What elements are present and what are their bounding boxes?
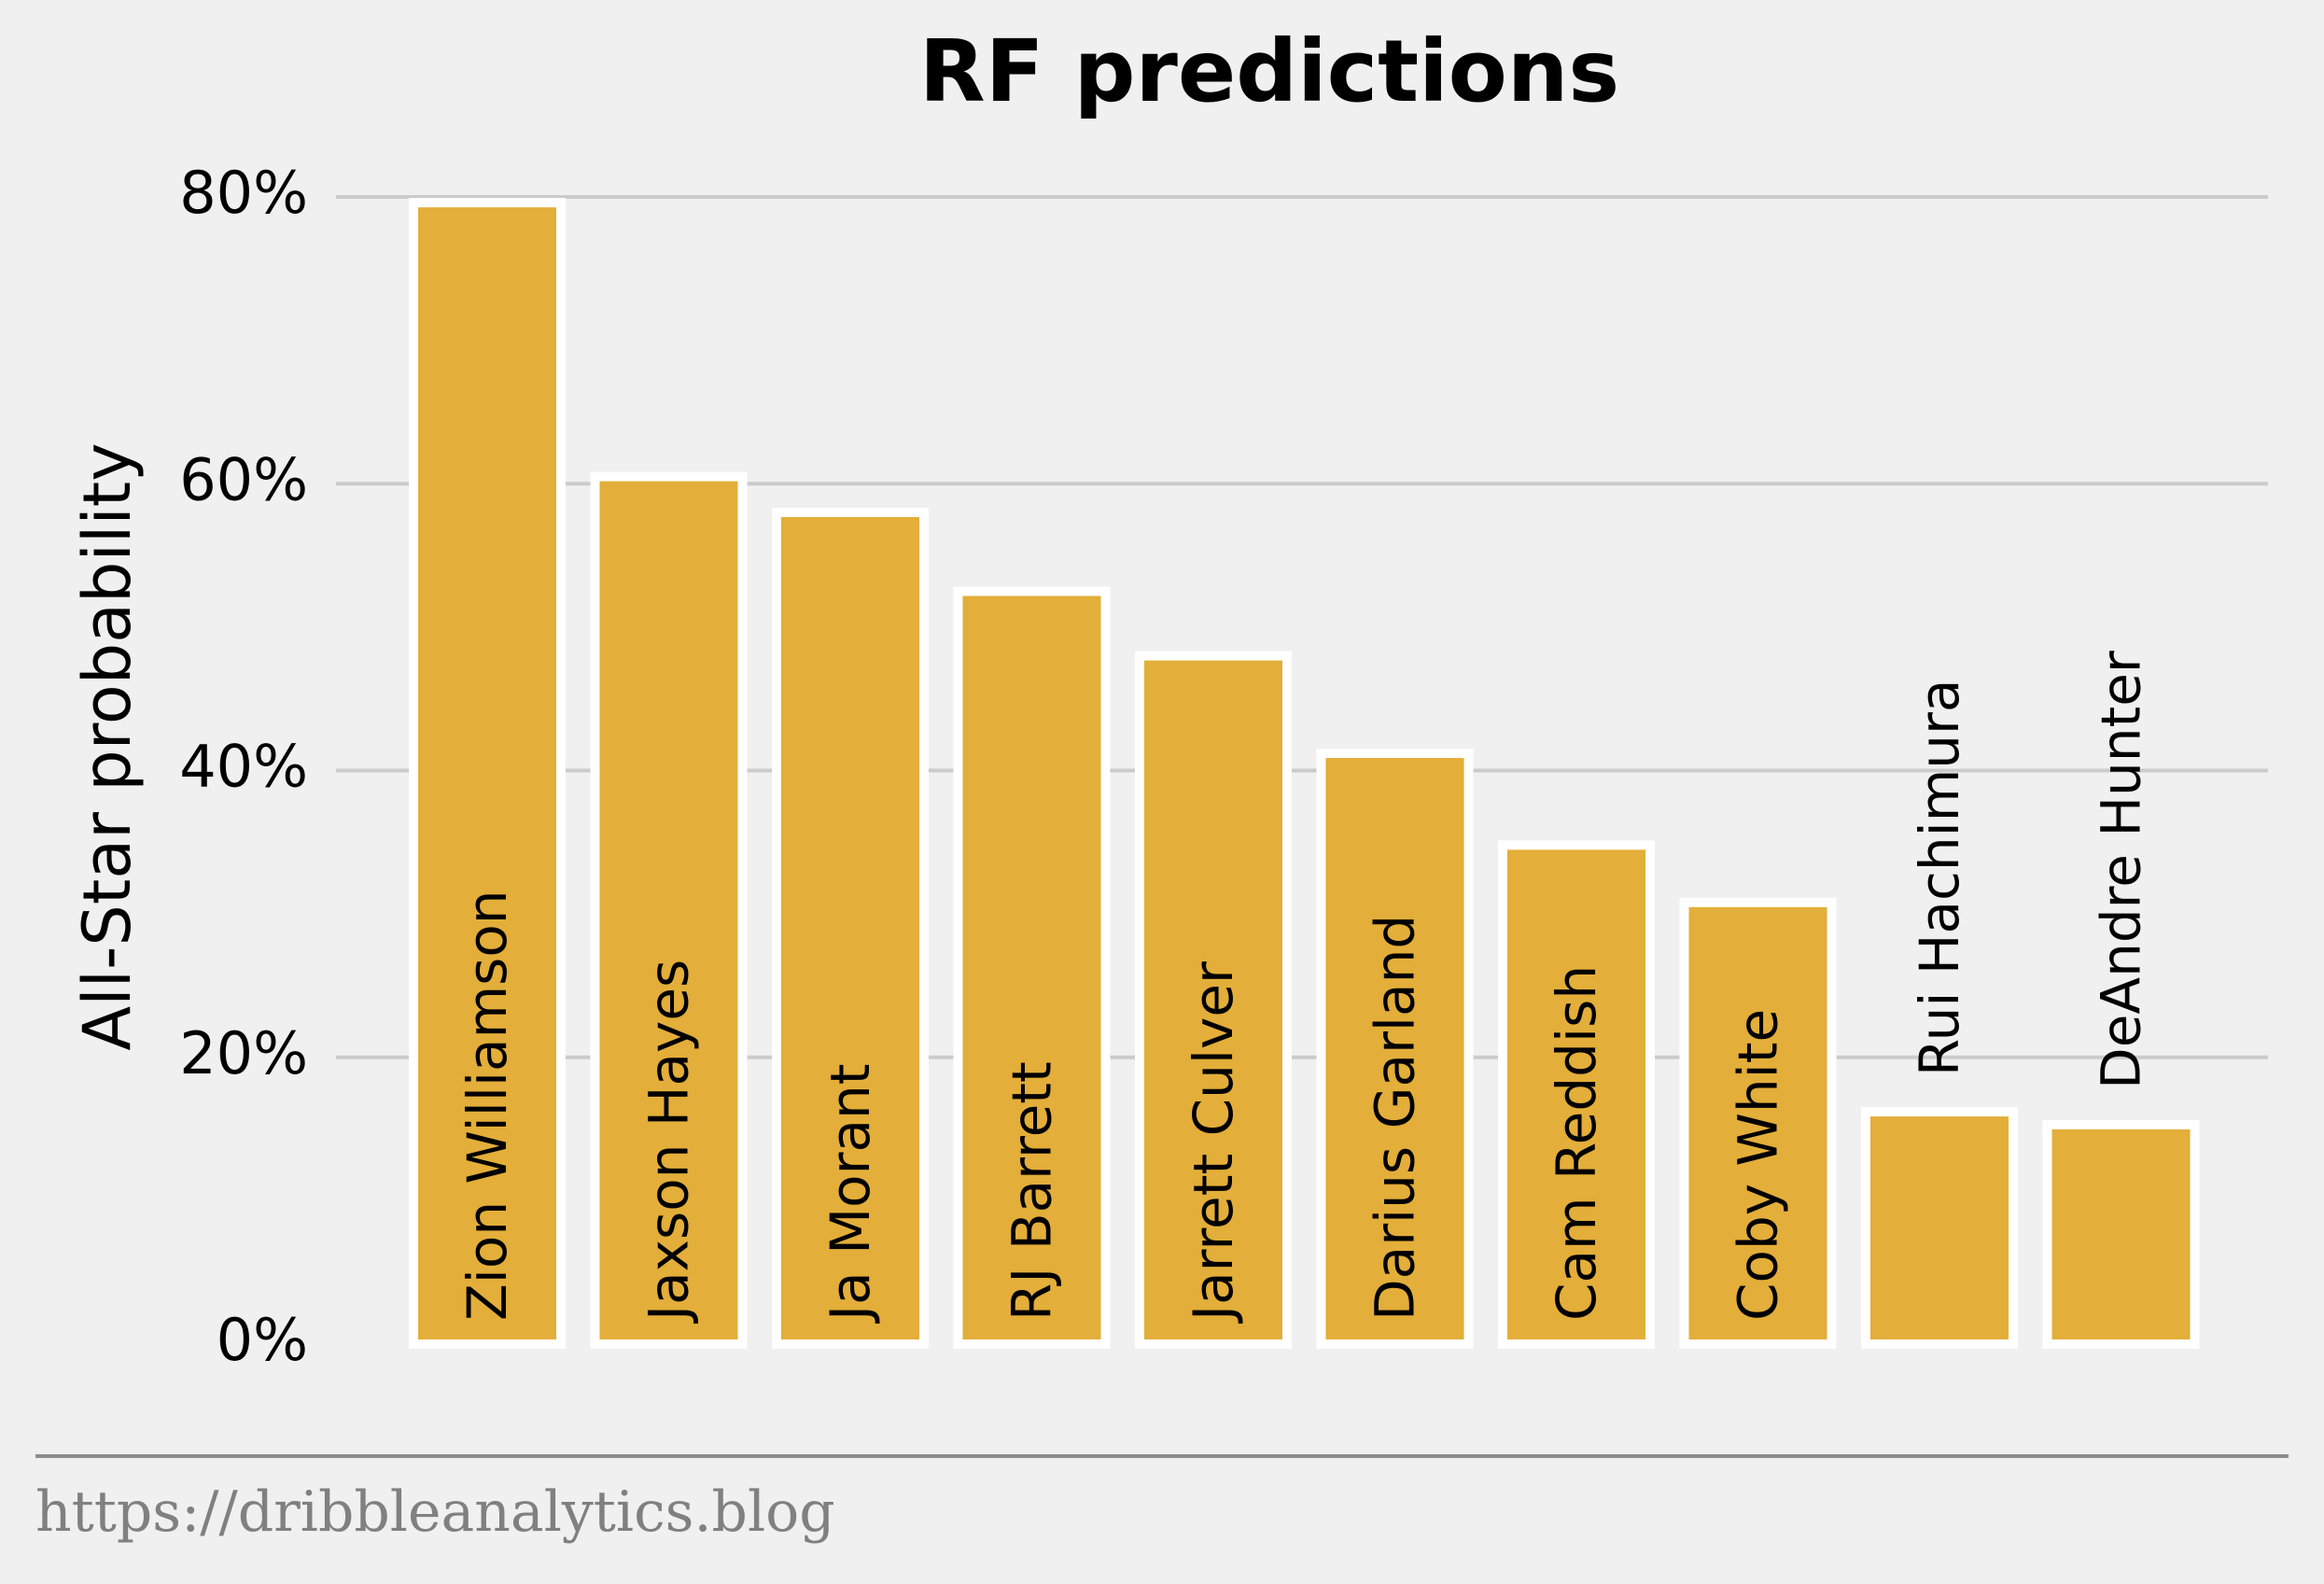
bars	[409, 198, 2200, 1350]
bar	[1861, 1107, 2018, 1349]
bar	[772, 507, 929, 1349]
bar-label: Jaxson Hayes	[637, 960, 701, 1324]
y-axis-ticks: 0% 20% 40% 60% 80%	[179, 159, 308, 1374]
bar-label: RJ Barrett	[1001, 1061, 1064, 1321]
y-tick-label: 0%	[217, 1306, 308, 1374]
y-tick-label: 60%	[179, 445, 308, 513]
bar	[953, 586, 1111, 1349]
y-tick-label: 80%	[179, 159, 308, 227]
bar-label: Darius Garland	[1364, 915, 1427, 1321]
bar	[1135, 651, 1292, 1349]
bar-label: Cam Reddish	[1545, 965, 1608, 1321]
chart-title: RF predictions	[919, 21, 1619, 121]
source-link[interactable]: https://dribbleanalytics.blog	[35, 1479, 835, 1545]
y-tick-label: 20%	[179, 1019, 308, 1087]
bar	[2042, 1119, 2200, 1349]
bar-label: DeAndre Hunter	[2090, 651, 2153, 1089]
bar-label: Rui Hachimura	[1908, 680, 1971, 1077]
bar	[1679, 897, 1837, 1350]
bar-label: Coby White	[1727, 1009, 1790, 1321]
y-axis-label: All-Star probability	[69, 442, 146, 1050]
bar-labels: Zion Williamson Jaxson Hayes Ja Morant RJ B…	[455, 651, 2153, 1324]
y-tick-label: 40%	[179, 733, 308, 801]
bar-label: Zion Williamson	[455, 890, 519, 1321]
bar	[1316, 749, 1474, 1349]
bar-label: Jarrett Culver	[1182, 961, 1245, 1324]
bar	[590, 471, 748, 1350]
bar-label: Ja Morant	[819, 1064, 882, 1325]
bar	[409, 198, 566, 1349]
bar	[1498, 840, 1655, 1349]
